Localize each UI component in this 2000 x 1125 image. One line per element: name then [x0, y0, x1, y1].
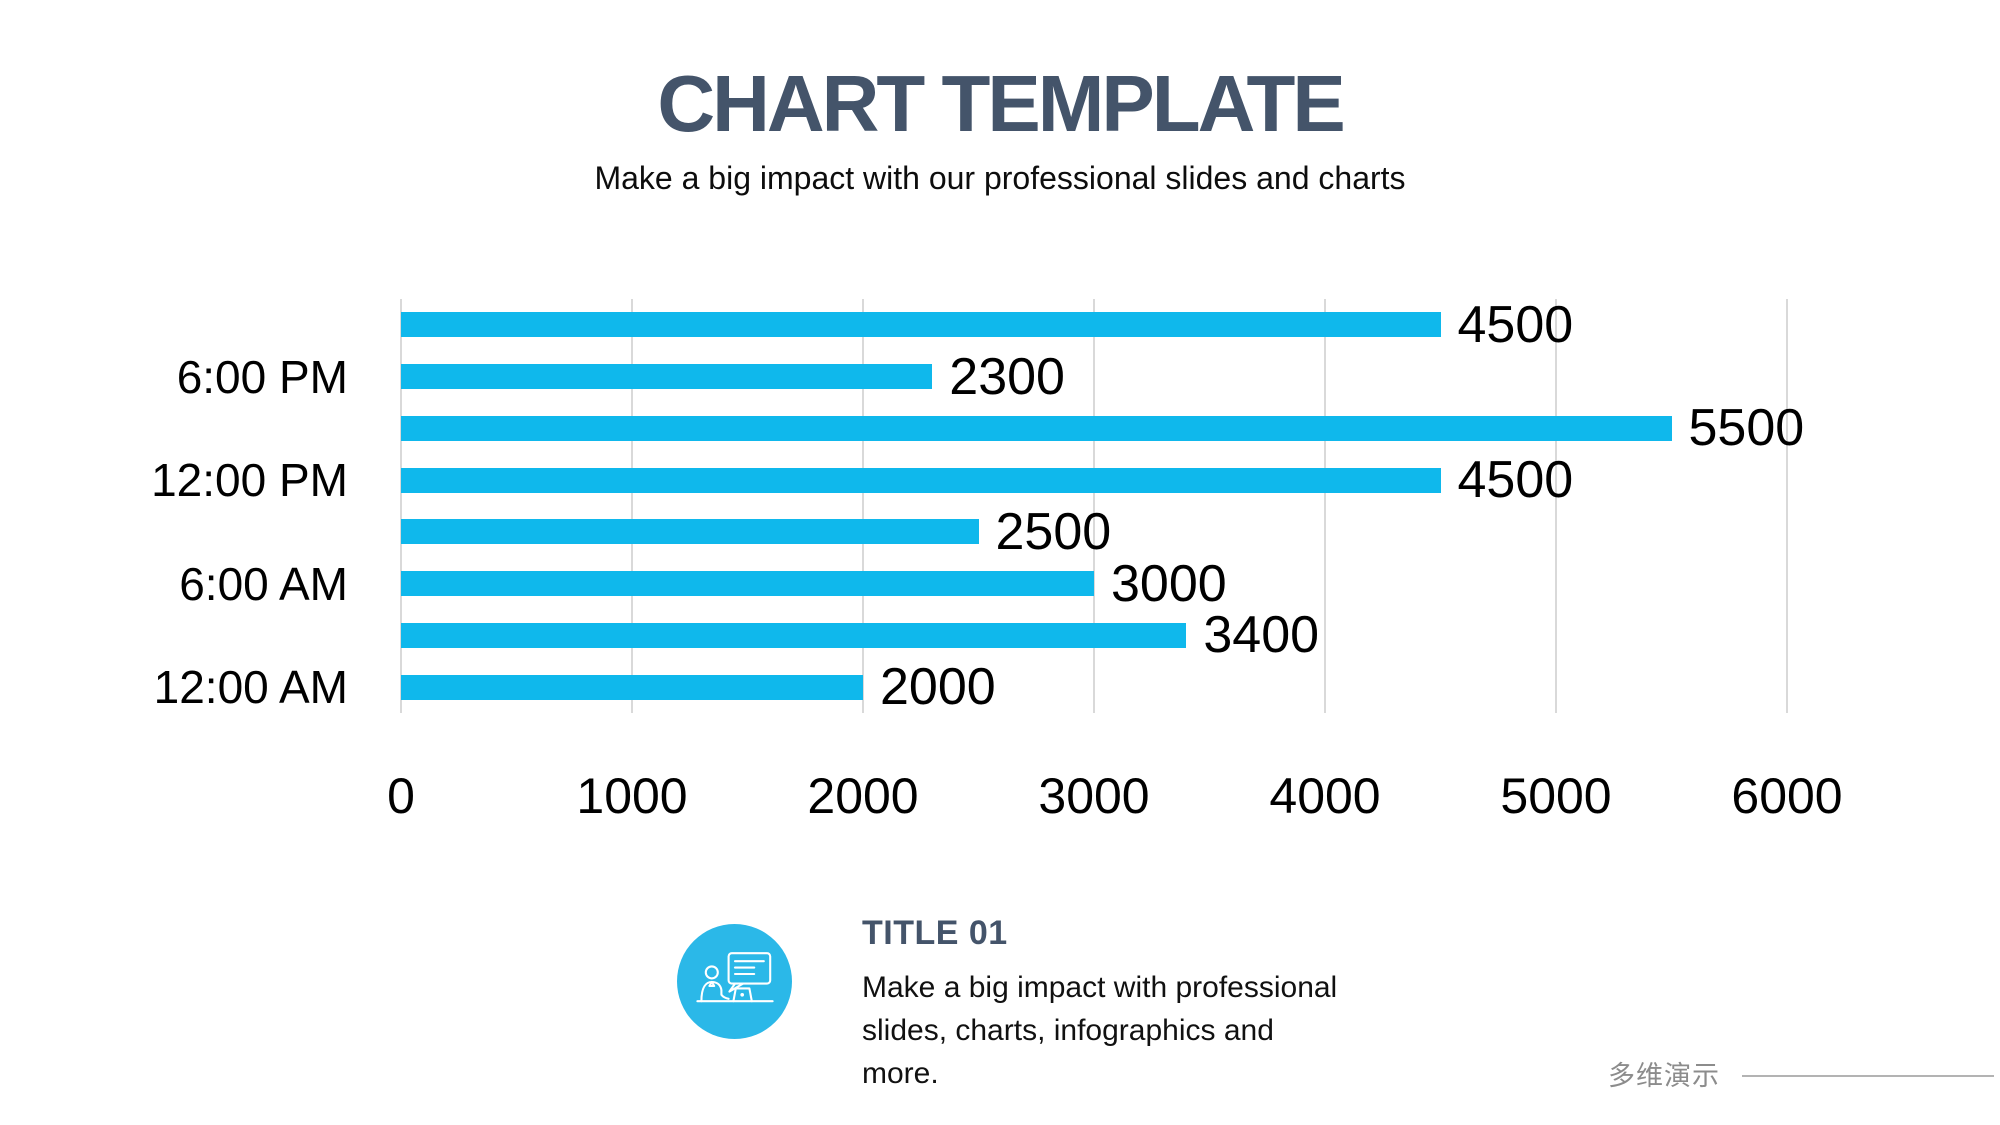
x-tick-label: 3000: [1038, 768, 1150, 824]
gridline: [862, 299, 864, 713]
category-label: 6:00 AM: [179, 557, 348, 610]
info-title: TITLE 01: [862, 914, 1008, 952]
bar: [401, 519, 979, 545]
bar: [401, 364, 933, 390]
x-tick-label: 5000: [1500, 768, 1612, 824]
bar: [401, 622, 1187, 648]
bar-chart: 4500 6:00 PM 2300 5500 12:00 PM 4500 2500 6:00 …: [0, 296, 2000, 859]
bar: [401, 415, 1672, 441]
page-subtitle: Make a big impact with our professional …: [594, 160, 1406, 196]
footer-divider-line: [1742, 1075, 1994, 1077]
brand-text: 多维演示: [1608, 1061, 1720, 1091]
bar-value-label: 3400: [1203, 606, 1320, 665]
bar: [401, 467, 1441, 493]
page-title: CHART TEMPLATE: [657, 59, 1345, 148]
bar-value-label: 4500: [1457, 295, 1574, 354]
bar-value-label: 5500: [1688, 399, 1805, 458]
gridline: [1555, 299, 1557, 713]
gridline: [1786, 299, 1788, 713]
presenter-chat-icon: [677, 924, 792, 1039]
x-tick-label: 0: [387, 768, 415, 824]
bar-value-label: 3000: [1111, 554, 1227, 613]
gridline: [631, 299, 633, 713]
bar-value-label: 2000: [880, 658, 996, 717]
gridline: [400, 299, 402, 713]
x-tick-label: 6000: [1731, 768, 1843, 824]
bar: [401, 312, 1441, 338]
bar-value-label: 4500: [1457, 451, 1574, 510]
x-tick-label: 4000: [1269, 768, 1381, 824]
bar: [401, 571, 1094, 597]
x-tick-label: 1000: [576, 768, 688, 824]
x-tick-label: 2000: [807, 768, 919, 824]
info-description: Make a big impact with professional slid…: [862, 971, 1338, 1090]
category-label: 6:00 PM: [176, 350, 348, 403]
category-label: 12:00 PM: [151, 454, 348, 507]
bar-value-label: 2500: [995, 502, 1112, 561]
gridline: [1093, 299, 1095, 713]
bar-value-label: 2300: [949, 347, 1065, 406]
bar: [401, 674, 863, 700]
category-label: 12:00 AM: [153, 661, 348, 714]
gridline: [1324, 299, 1326, 713]
presenter-chat-icon-art: [695, 951, 774, 1002]
